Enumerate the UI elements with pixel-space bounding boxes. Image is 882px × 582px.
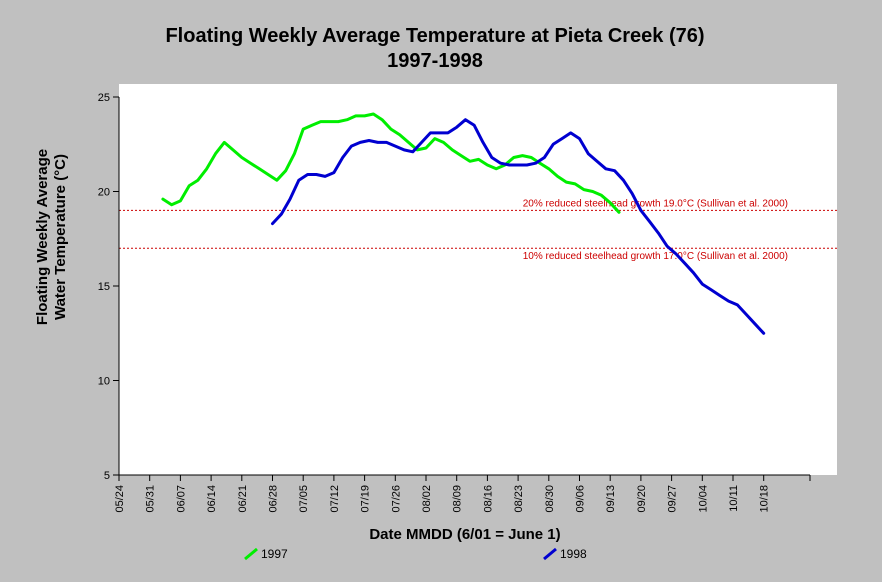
reference-line-label: 20% reduced steelhead growth 19.0°C (Sul… — [523, 198, 788, 209]
x-tick-label: 07/05 — [298, 485, 310, 513]
legend-label-1998: 1998 — [560, 547, 587, 561]
x-tick-label: 05/24 — [114, 485, 126, 513]
x-tick-label: 07/19 — [360, 485, 372, 513]
series-line-1997 — [161, 112, 621, 214]
x-axis-label: Date MMDD (6/01 = June 1) — [369, 526, 560, 543]
legend-swatch-1998 — [543, 547, 557, 561]
x-tick-label: 08/09 — [452, 485, 464, 513]
y-axis-label: Floating Weekly Average Water Temperatur… — [34, 149, 69, 325]
legend-label-1997: 1997 — [261, 547, 288, 561]
x-tick-label: 08/16 — [482, 485, 494, 513]
y-tick-label: 15 — [98, 281, 110, 293]
y-tick-label: 20 — [98, 187, 110, 199]
x-tick-label: 07/26 — [390, 485, 402, 513]
x-tick-label: 07/12 — [329, 485, 341, 513]
x-tick-label: 05/31 — [145, 485, 157, 513]
y-axis-label-line-1: Floating Weekly Average — [34, 149, 51, 325]
reference-lines: 20% reduced steelhead growth 19.0°C (Sul… — [119, 198, 837, 262]
chart-subtitle: 1997-1998 — [387, 50, 483, 72]
x-tick-label: 06/21 — [237, 485, 249, 513]
x-tick-label: 09/13 — [605, 485, 617, 513]
x-tick-label: 08/30 — [544, 485, 556, 513]
x-tick-label: 06/14 — [206, 485, 218, 513]
series-line-1998 — [271, 118, 766, 335]
x-tick-label: 06/28 — [268, 485, 280, 513]
x-tick-label: 06/07 — [175, 485, 187, 513]
legend-swatch-1997 — [244, 547, 258, 561]
x-tick-label: 09/20 — [636, 485, 648, 513]
x-tick-label: 10/11 — [728, 485, 740, 512]
y-tick-label: 25 — [98, 92, 110, 104]
x-tick-label: 08/02 — [421, 485, 433, 513]
x-tick-label: 08/23 — [513, 485, 525, 513]
chart-title: Floating Weekly Average Temperature at P… — [165, 25, 704, 47]
y-tick-label: 5 — [104, 470, 110, 482]
series-lines — [161, 112, 766, 335]
x-tick-label: 10/04 — [697, 485, 709, 513]
reference-line-label: 10% reduced steelhead growth 17.0°C (Sul… — [523, 251, 788, 262]
y-tick-label: 10 — [98, 376, 110, 388]
plot-area — [119, 84, 837, 475]
x-tick-label: 09/27 — [667, 485, 679, 513]
y-axis-label-line-2: Water Temperature (°C) — [52, 154, 69, 320]
y-axis-ticks: 5 10 15 20 25 — [98, 92, 119, 482]
legend: 1997 1998 — [244, 547, 587, 561]
x-axis-ticks: 05/24 05/31 06/07 06/14 06/21 06/28 07/05 07/12… — [114, 475, 811, 513]
x-tick-label: 10/18 — [759, 485, 771, 513]
x-tick-label: 09/06 — [575, 485, 587, 513]
